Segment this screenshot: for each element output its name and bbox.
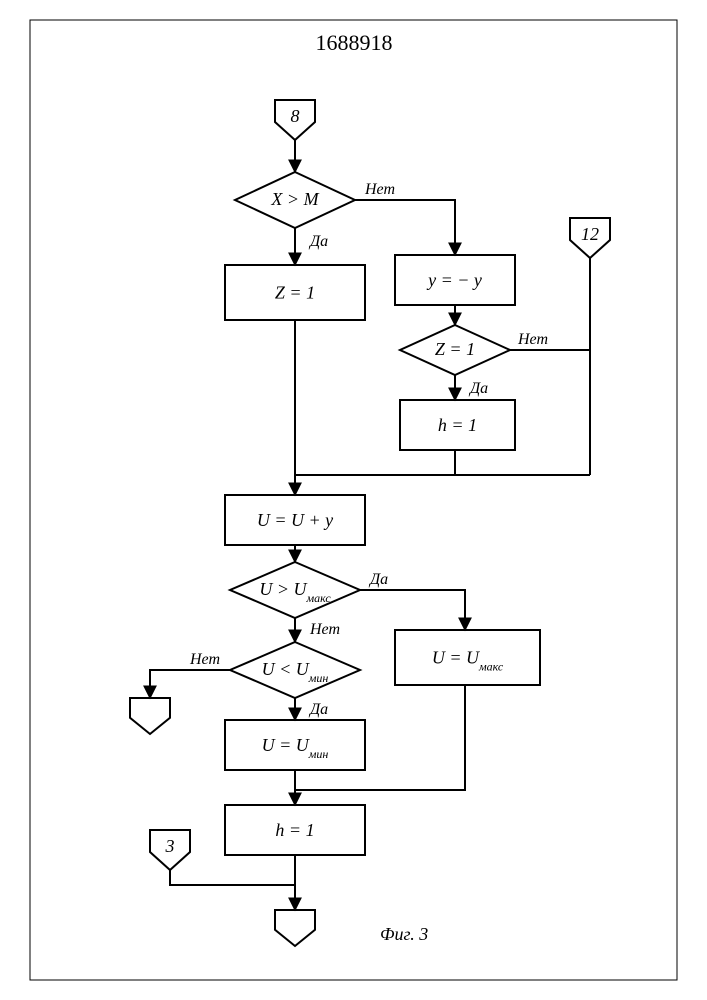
- svg-text:Фиг. 3: Фиг. 3: [380, 924, 428, 944]
- svg-text:Да: Да: [308, 233, 328, 250]
- connector: [130, 698, 170, 734]
- svg-text:Да: Да: [468, 380, 488, 397]
- svg-text:12: 12: [581, 224, 599, 244]
- flowline: [455, 450, 590, 475]
- connector: [275, 910, 315, 946]
- svg-text:h = 1: h = 1: [275, 820, 314, 840]
- svg-text:Нет: Нет: [309, 621, 340, 638]
- flowline: [295, 450, 455, 475]
- svg-text:Z = 1: Z = 1: [435, 339, 475, 359]
- flowline: [170, 870, 295, 885]
- flowline: [360, 590, 465, 630]
- svg-text:Да: Да: [308, 701, 328, 718]
- svg-text:U = U + y: U = U + y: [257, 510, 333, 530]
- svg-text:h = 1: h = 1: [438, 415, 477, 435]
- svg-text:Нет: Нет: [189, 651, 220, 668]
- flowline: [150, 670, 230, 698]
- svg-text:3: 3: [165, 836, 175, 856]
- svg-text:y = − y: y = − y: [426, 270, 482, 290]
- svg-text:8: 8: [291, 106, 300, 126]
- flowline: [355, 200, 455, 255]
- svg-text:X > M: X > M: [270, 189, 319, 209]
- svg-text:Нет: Нет: [517, 331, 548, 348]
- svg-text:1688918: 1688918: [316, 30, 393, 55]
- svg-text:Да: Да: [368, 571, 388, 588]
- svg-text:Нет: Нет: [364, 181, 395, 198]
- svg-text:Z = 1: Z = 1: [275, 283, 315, 303]
